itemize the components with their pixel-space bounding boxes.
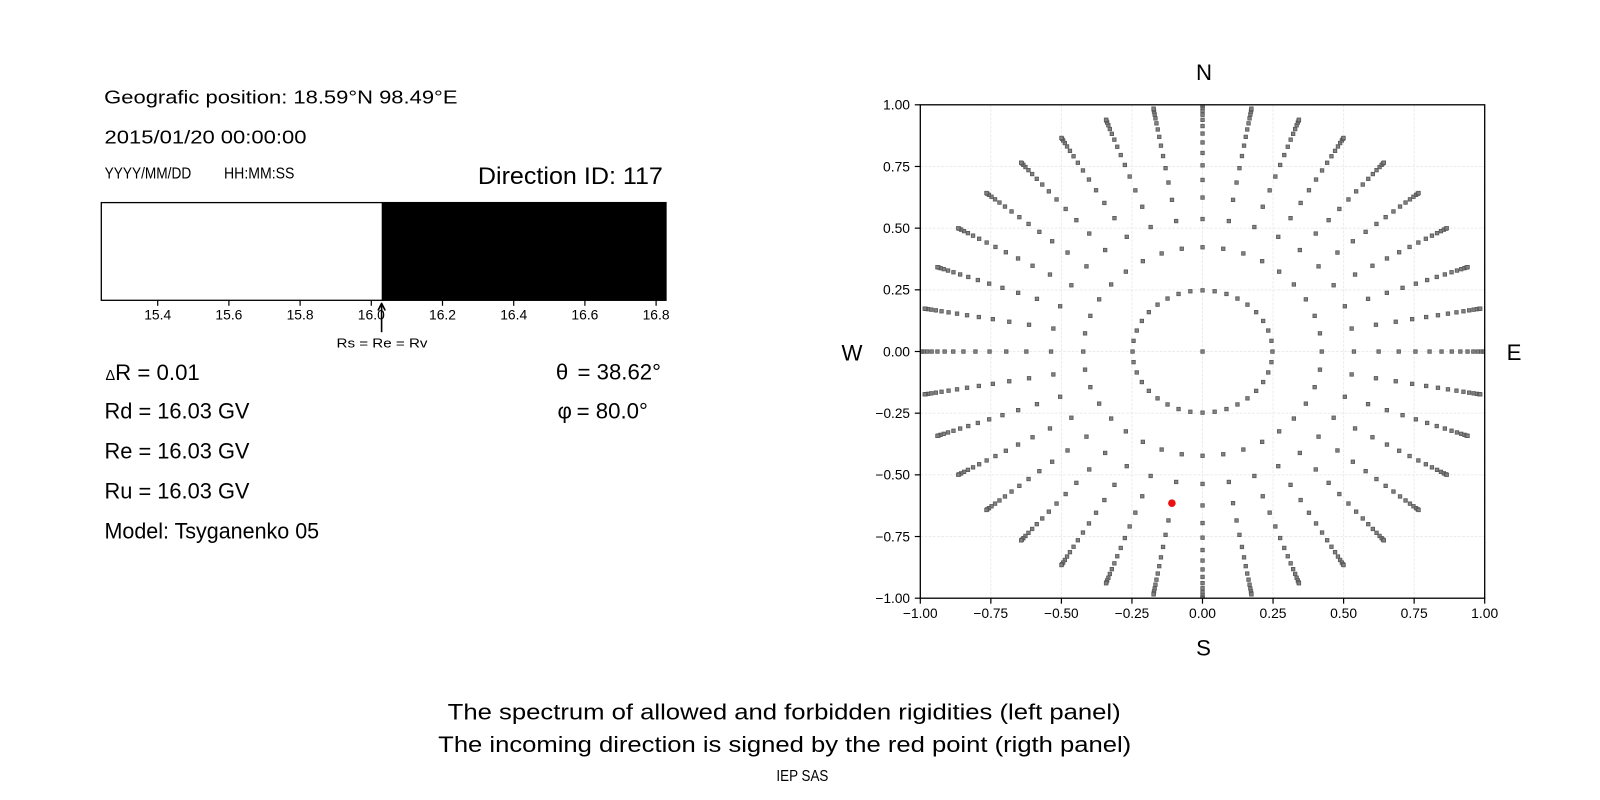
svg-text:−0.25: −0.25 <box>1115 606 1150 621</box>
svg-text:Re = 16.03 GV: Re = 16.03 GV <box>105 439 250 464</box>
svg-text:Model: Tsyganenko 05: Model: Tsyganenko 05 <box>105 518 320 543</box>
svg-text:Ru = 16.03 GV: Ru = 16.03 GV <box>105 478 250 503</box>
svg-text:The incoming direction is sign: The incoming direction is signed by the … <box>438 732 1131 757</box>
svg-text:0.75: 0.75 <box>1401 606 1428 621</box>
svg-text:−0.75: −0.75 <box>876 529 911 544</box>
svg-text:1.00: 1.00 <box>1471 606 1498 621</box>
svg-text:Geografic position: 18.59°N 98: Geografic position: 18.59°N 98.49°E <box>104 87 457 107</box>
svg-text:15.6: 15.6 <box>215 307 242 323</box>
svg-text:1.00: 1.00 <box>883 98 910 113</box>
svg-text:16.6: 16.6 <box>571 307 598 323</box>
svg-text:θ: θ <box>556 360 568 385</box>
svg-text:N: N <box>1196 60 1212 85</box>
svg-text:16.2: 16.2 <box>429 307 456 323</box>
svg-text:16.0: 16.0 <box>358 307 385 323</box>
svg-text:φ: φ <box>558 399 572 424</box>
svg-text:0.00: 0.00 <box>1189 606 1216 621</box>
svg-text:0.25: 0.25 <box>1260 606 1287 621</box>
svg-text:16.8: 16.8 <box>643 307 670 323</box>
svg-text:Rs = Re = Rv: Rs = Re = Rv <box>337 337 429 351</box>
svg-text:15.8: 15.8 <box>287 307 314 323</box>
svg-text:The spectrum of allowed and fo: The spectrum of allowed and forbidden ri… <box>448 700 1121 725</box>
svg-text:S: S <box>1196 636 1211 661</box>
svg-text:−0.50: −0.50 <box>1044 606 1079 621</box>
svg-text:0.00: 0.00 <box>883 344 910 359</box>
svg-text:R = 0.01: R = 0.01 <box>115 360 200 385</box>
svg-text:Direction ID: 117: Direction ID: 117 <box>478 164 663 190</box>
svg-text:0.25: 0.25 <box>883 283 910 298</box>
svg-text:Δ: Δ <box>106 368 116 384</box>
svg-text:16.4: 16.4 <box>500 307 527 323</box>
svg-text:0.75: 0.75 <box>883 159 910 174</box>
svg-text:E: E <box>1507 340 1522 365</box>
svg-text:−1.00: −1.00 <box>876 591 911 606</box>
svg-text:YYYY/MM/DD: YYYY/MM/DD <box>105 166 192 183</box>
svg-text:15.4: 15.4 <box>144 307 171 323</box>
svg-text:= 80.0°: = 80.0° <box>577 399 648 424</box>
svg-text:0.50: 0.50 <box>1330 606 1357 621</box>
svg-text:−0.50: −0.50 <box>876 468 911 483</box>
svg-text:= 38.62°: = 38.62° <box>578 360 662 385</box>
svg-text:HH:MM:SS: HH:MM:SS <box>224 166 294 183</box>
svg-text:Rd = 16.03 GV: Rd = 16.03 GV <box>105 399 250 424</box>
svg-text:−0.25: −0.25 <box>876 406 911 421</box>
svg-text:−0.75: −0.75 <box>974 606 1009 621</box>
svg-text:W: W <box>842 341 863 366</box>
svg-text:2015/01/20 00:00:00: 2015/01/20 00:00:00 <box>105 128 307 148</box>
svg-text:0.50: 0.50 <box>883 221 910 236</box>
svg-text:−1.00: −1.00 <box>903 606 938 621</box>
svg-text:IEP SAS: IEP SAS <box>776 768 828 785</box>
